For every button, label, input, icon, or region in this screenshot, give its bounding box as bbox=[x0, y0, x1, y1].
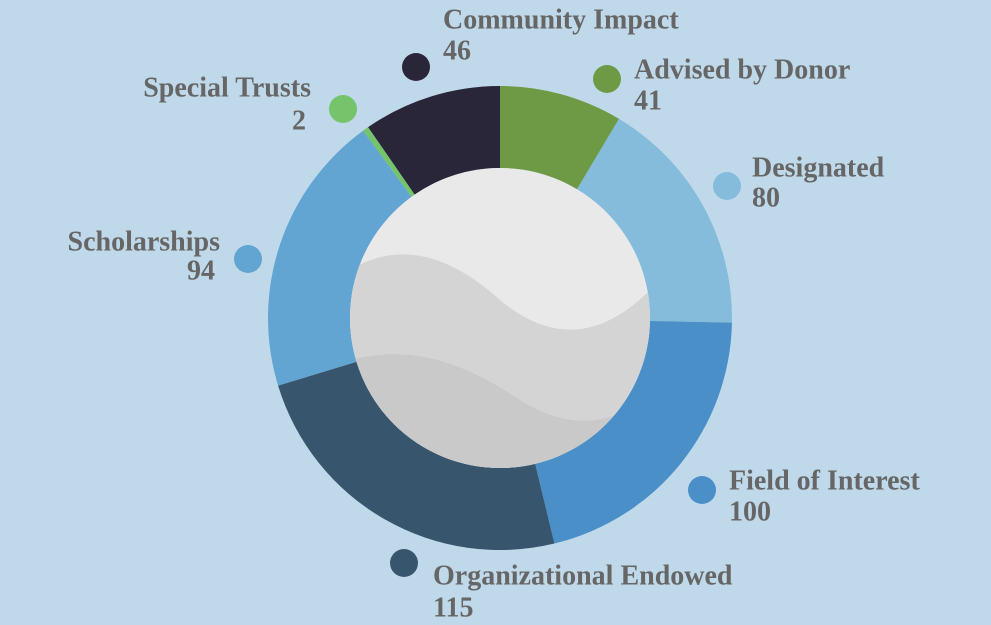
category-label: Organizational Endowed bbox=[433, 560, 733, 591]
value-label: 2 bbox=[292, 105, 306, 136]
legend-dot bbox=[390, 549, 418, 577]
donut-segment bbox=[576, 118, 732, 323]
category-label: Advised by Donor bbox=[634, 54, 850, 85]
value-label: 115 bbox=[433, 592, 473, 623]
donut-segment bbox=[535, 320, 732, 544]
value-label: 100 bbox=[729, 496, 771, 527]
donut-ring bbox=[267, 86, 732, 550]
category-label: Scholarships bbox=[68, 226, 221, 257]
center-decoration bbox=[350, 168, 650, 468]
legend-dot bbox=[329, 95, 357, 123]
category-label: Designated bbox=[752, 152, 885, 183]
value-label: 46 bbox=[443, 35, 471, 66]
donut-segment bbox=[500, 86, 620, 190]
donut-segment bbox=[363, 127, 415, 197]
value-label: 94 bbox=[187, 255, 215, 286]
category-label: Field of Interest bbox=[729, 465, 920, 496]
category-label: Community Impact bbox=[443, 4, 679, 35]
legend-dot bbox=[402, 53, 430, 81]
legend-dot bbox=[234, 245, 262, 273]
category-label: Special Trusts bbox=[143, 72, 311, 103]
legend-dot bbox=[593, 65, 621, 93]
value-label: 80 bbox=[752, 182, 780, 213]
donut-segment bbox=[278, 361, 555, 550]
donut-segment bbox=[368, 86, 500, 195]
donut-segment bbox=[267, 130, 412, 386]
legend-dot bbox=[688, 476, 716, 504]
value-label: 41 bbox=[634, 85, 662, 116]
legend-dot bbox=[713, 172, 741, 200]
